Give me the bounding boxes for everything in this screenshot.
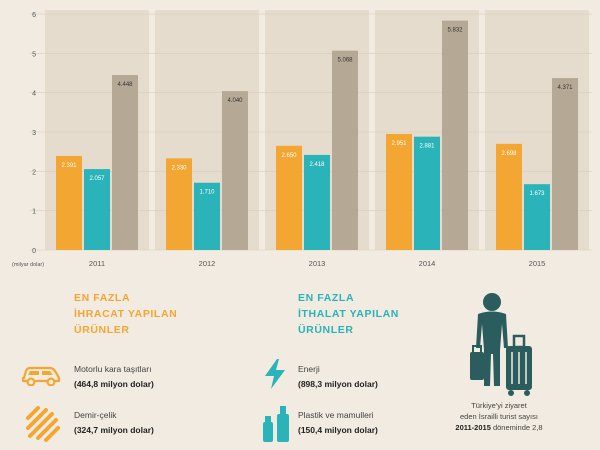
export-item-steel: Demir-çelik (324,7 milyon dolar) xyxy=(74,408,154,438)
bar xyxy=(166,158,192,250)
x-tick-label: 2014 xyxy=(419,259,436,268)
y-tick-label: 6 xyxy=(32,12,36,19)
bar xyxy=(524,184,550,250)
export-item-value: (324,7 milyon dolar) xyxy=(74,425,154,435)
y-tick-label: 5 xyxy=(32,51,36,58)
bar xyxy=(332,50,358,251)
import-item-value: (898,3 milyon dolar) xyxy=(298,379,378,389)
bar-value-label: 2.951 xyxy=(391,141,407,147)
bar-value-label: 5.832 xyxy=(447,28,463,34)
bar xyxy=(386,133,412,250)
tourist-line: eden İsrailli turist sayısı xyxy=(460,412,538,421)
x-tick-label: 2012 xyxy=(199,259,216,268)
import-title-line: İTHALAT YAPILAN xyxy=(298,308,399,320)
tourist-line: Türkiye'yi ziyaret xyxy=(471,401,527,410)
bar xyxy=(552,78,578,250)
bar-value-label: 2.418 xyxy=(309,162,325,168)
tourist-line-rest: döneminde 2,8 xyxy=(492,423,543,432)
x-tick-label: 2011 xyxy=(89,259,105,268)
import-title-line: ÜRÜNLER xyxy=(298,324,354,336)
bar-value-label: 2.650 xyxy=(281,153,297,159)
bar xyxy=(56,155,82,250)
bar-value-label: 1.673 xyxy=(529,191,545,197)
bar xyxy=(414,136,440,250)
import-title-line: EN FAZLA xyxy=(298,292,355,304)
tourist-line: 2011-2015 döneminde 2,8 xyxy=(404,422,594,433)
bar xyxy=(84,169,110,250)
bar-value-label: 2.881 xyxy=(419,144,435,150)
y-tick-label: 1 xyxy=(32,209,36,216)
y-tick-label: 2 xyxy=(32,169,36,176)
traveler-with-luggage-icon xyxy=(470,293,532,396)
bar-value-label: 4.448 xyxy=(117,82,133,88)
import-item-value: (150,4 milyon dolar) xyxy=(298,425,378,435)
export-item-car: Motorlu kara taşıtları (464,8 milyon dol… xyxy=(74,362,154,392)
y-tick-label: 4 xyxy=(32,91,36,98)
bar-value-label: 2.330 xyxy=(171,165,187,171)
bar-value-label: 2.391 xyxy=(61,163,77,169)
bar xyxy=(442,20,468,250)
bar xyxy=(304,154,330,250)
export-title-line: İHRACAT YAPILAN xyxy=(74,308,178,320)
lightning-icon xyxy=(265,359,285,389)
import-section-title: EN FAZLA İTHALAT YAPILAN ÜRÜNLER xyxy=(298,290,458,338)
import-item-plastic: Plastik ve mamulleri (150,4 milyon dolar… xyxy=(298,408,378,438)
steel-icon xyxy=(26,406,60,442)
bar xyxy=(222,91,248,251)
tourist-period: 2011-2015 xyxy=(455,423,491,432)
bar-value-label: 4.040 xyxy=(227,98,243,104)
bar-value-label: 5.068 xyxy=(337,58,353,64)
export-item-name: Motorlu kara taşıtları xyxy=(74,364,152,374)
bar-chart: 0 1 2 3 4 5 6 (milyar dolar) 2.391 2.057 4.448 2011… xyxy=(12,10,592,268)
y-tick-label: 3 xyxy=(32,130,36,137)
export-section-title: EN FAZLA İHRACAT YAPILAN ÜRÜNLER xyxy=(74,290,234,338)
bar xyxy=(112,75,138,250)
import-item-name: Plastik ve mamulleri xyxy=(298,410,374,420)
bar-value-label: 4.371 xyxy=(557,85,573,91)
bar-value-label: 2.057 xyxy=(89,176,105,182)
x-tick-label: 2013 xyxy=(309,259,326,268)
car-icon xyxy=(21,366,61,386)
bar xyxy=(194,182,220,250)
import-item-energy: Enerji (898,3 milyon dolar) xyxy=(298,362,378,392)
tourist-note: Türkiye'yi ziyaret eden İsrailli turist … xyxy=(404,400,594,433)
y-axis-label: (milyar dolar) xyxy=(12,262,44,268)
import-item-name: Enerji xyxy=(298,364,320,374)
bar xyxy=(496,143,522,250)
export-title-line: ÜRÜNLER xyxy=(74,324,130,336)
bar-value-label: 2.698 xyxy=(501,151,517,157)
export-item-name: Demir-çelik xyxy=(74,410,117,420)
bar-value-label: 1.710 xyxy=(199,190,215,196)
bar xyxy=(276,145,302,250)
export-title-line: EN FAZLA xyxy=(74,292,131,304)
bottles-icon xyxy=(263,406,289,442)
export-item-value: (464,8 milyon dolar) xyxy=(74,379,154,389)
x-tick-label: 2015 xyxy=(529,259,546,268)
y-tick-label: 0 xyxy=(32,248,36,255)
